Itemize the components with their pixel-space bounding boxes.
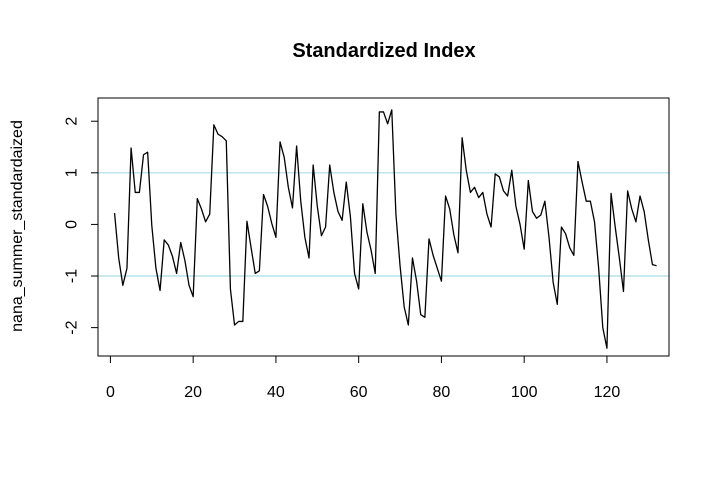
x-tick-label-2: 40 <box>267 384 285 401</box>
y-tick-label-1: -1 <box>64 269 81 283</box>
y-axis: -2 -1 0 1 2 <box>64 117 99 335</box>
x-tick-label-0: 0 <box>106 384 115 401</box>
x-tick-label-4: 80 <box>433 384 451 401</box>
y-tick-label-0: -2 <box>64 320 81 334</box>
x-tick-label-6: 120 <box>594 384 621 401</box>
x-axis: 0 20 40 60 80 100 120 <box>106 355 621 401</box>
y-tick-label-3: 1 <box>64 168 81 177</box>
plot-frame <box>97 97 670 357</box>
reference-lines <box>98 172 669 277</box>
series-line-0 <box>113 109 657 349</box>
y-axis-label: nana_summer_standardaized <box>9 120 26 332</box>
x-tick-label-3: 60 <box>350 384 368 401</box>
y-tick-label-4: 2 <box>64 117 81 126</box>
series-layer <box>113 109 657 349</box>
y-tick-label-2: 0 <box>64 220 81 229</box>
chart-title: Standardized Index <box>292 40 475 62</box>
x-tick-label-1: 20 <box>184 384 202 401</box>
x-tick-label-5: 100 <box>511 384 538 401</box>
